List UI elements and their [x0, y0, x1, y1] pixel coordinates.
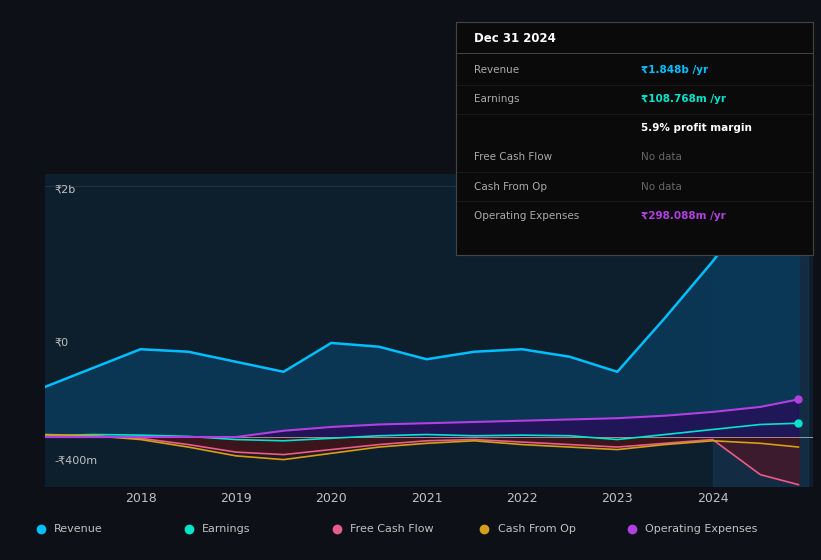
Text: ₹108.768m /yr: ₹108.768m /yr — [641, 95, 727, 104]
Text: Earnings: Earnings — [474, 95, 519, 104]
Text: ₹1.848b /yr: ₹1.848b /yr — [641, 66, 709, 76]
Text: ₹0: ₹0 — [54, 338, 68, 348]
Text: Earnings: Earnings — [202, 524, 250, 534]
Text: 5.9% profit margin: 5.9% profit margin — [641, 123, 752, 133]
Text: Operating Expenses: Operating Expenses — [474, 211, 579, 221]
Bar — [713, 174, 808, 487]
Text: Cash From Op: Cash From Op — [498, 524, 576, 534]
Text: Free Cash Flow: Free Cash Flow — [350, 524, 433, 534]
Text: No data: No data — [641, 181, 682, 192]
Text: Dec 31 2024: Dec 31 2024 — [474, 32, 555, 45]
Text: Revenue: Revenue — [54, 524, 103, 534]
Text: ₹2b: ₹2b — [54, 185, 76, 194]
Text: Operating Expenses: Operating Expenses — [645, 524, 758, 534]
Text: Cash From Op: Cash From Op — [474, 181, 547, 192]
Text: ₹298.088m /yr: ₹298.088m /yr — [641, 211, 726, 221]
Text: No data: No data — [641, 152, 682, 162]
Text: -₹400m: -₹400m — [54, 455, 98, 465]
Text: Free Cash Flow: Free Cash Flow — [474, 152, 552, 162]
Text: Revenue: Revenue — [474, 66, 519, 76]
